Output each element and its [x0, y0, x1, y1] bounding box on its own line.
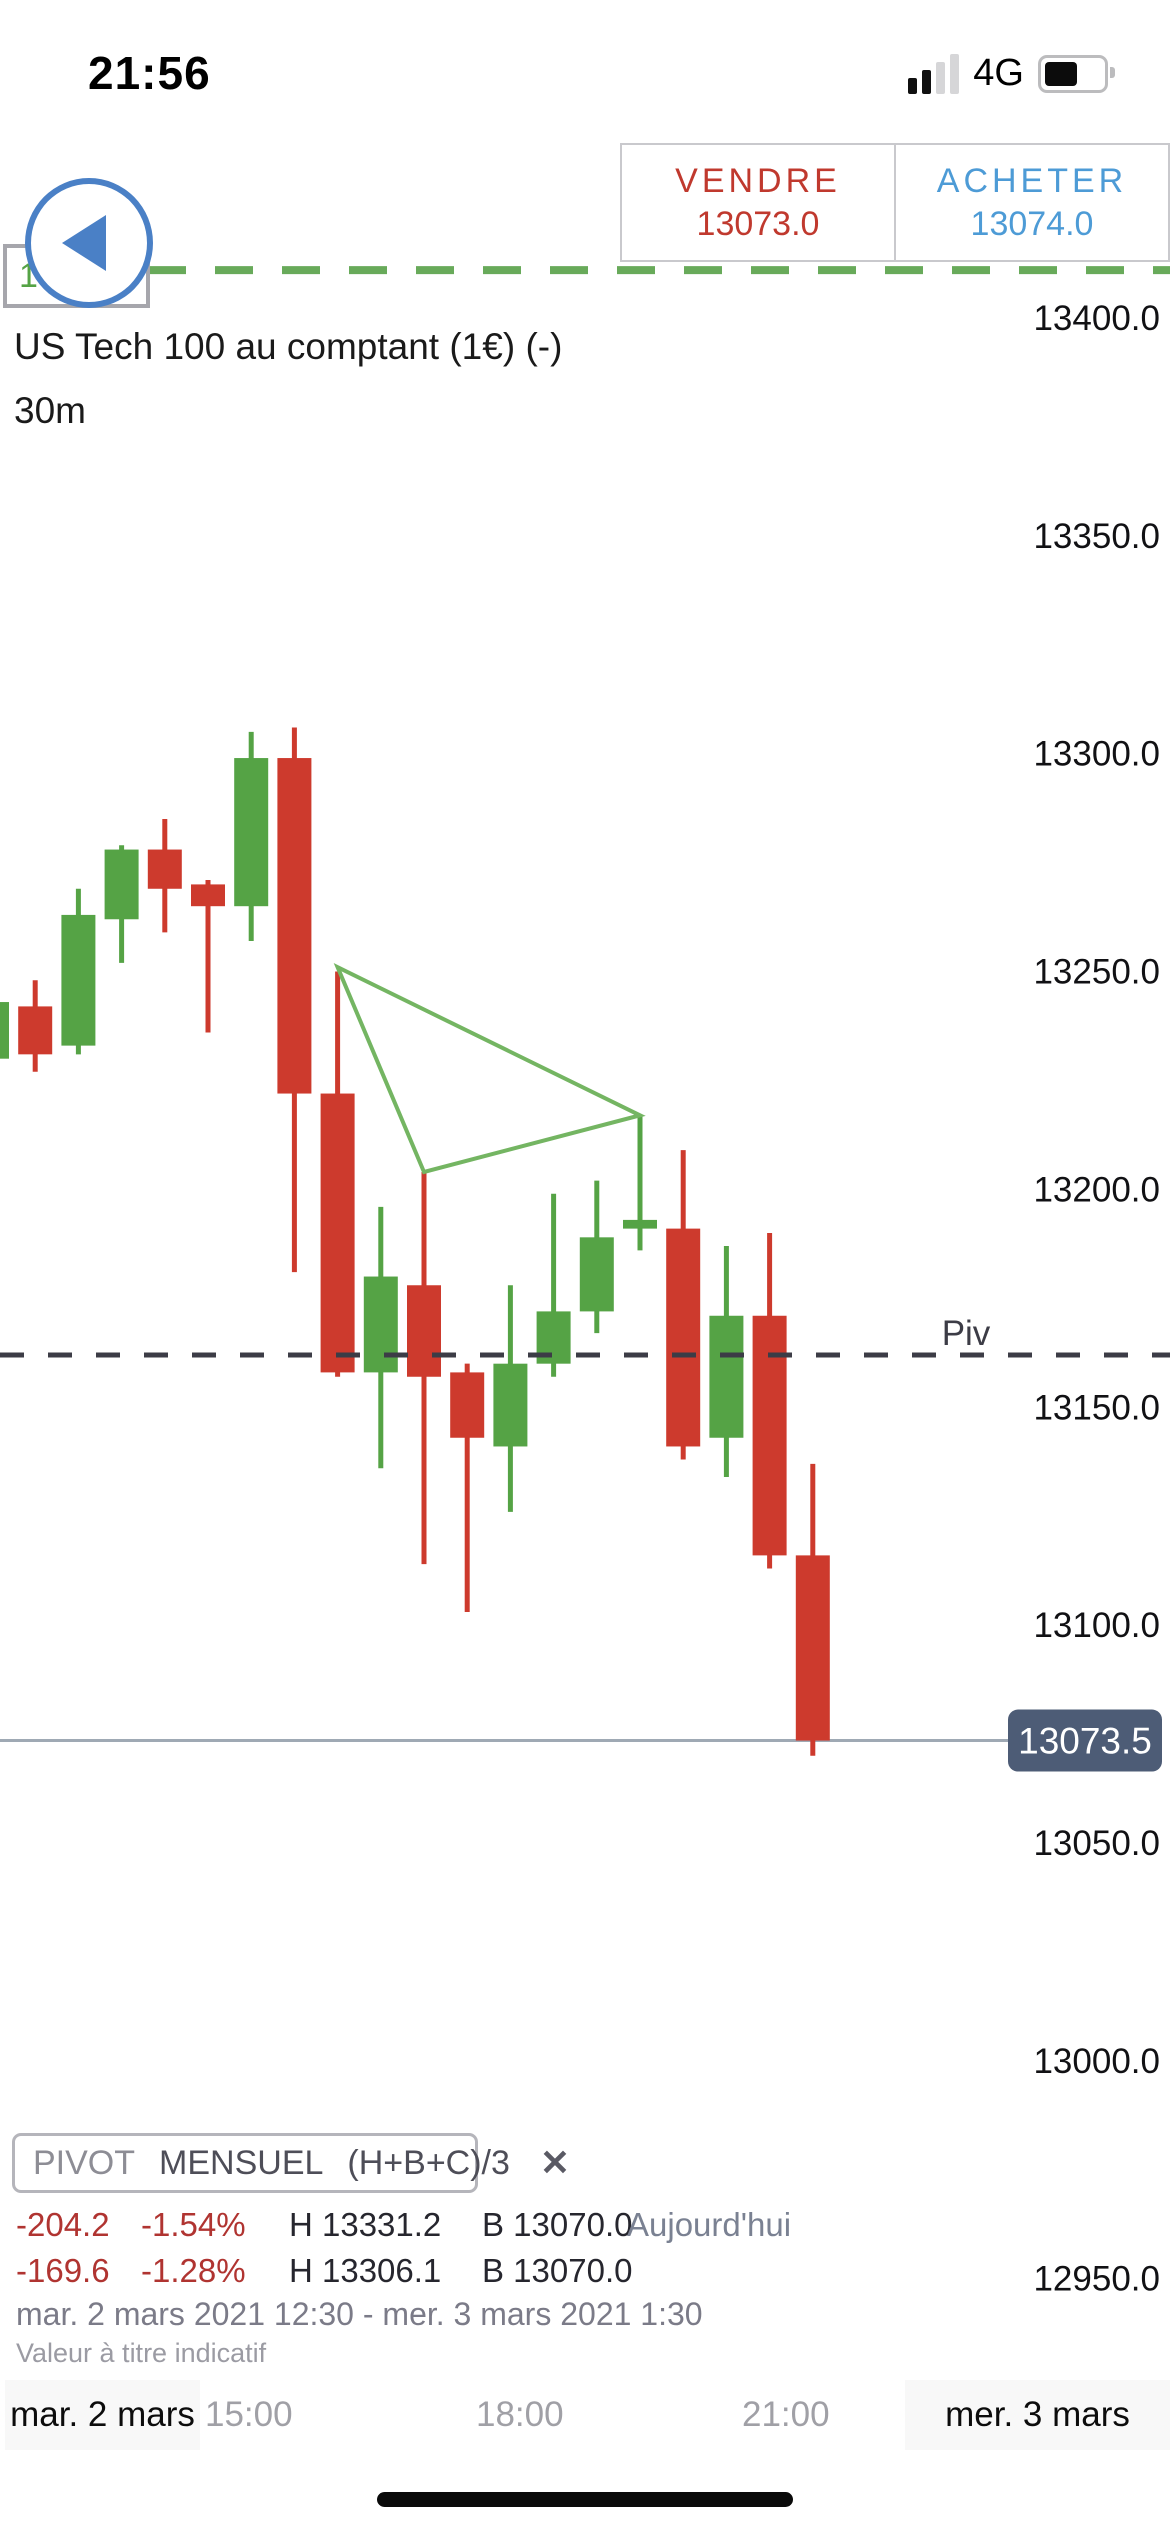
sell-button[interactable]: VENDRE 13073.0: [622, 145, 894, 260]
price-axis-label: 13350.0: [1033, 517, 1160, 556]
price-axis-label: 13050.0: [1033, 1824, 1160, 1863]
disclaimer-text: Valeur à titre indicatif: [16, 2338, 267, 2368]
candle-body: [191, 884, 225, 907]
price-axis-label: 13150.0: [1033, 1388, 1160, 1427]
date-range: mar. 2 mars 2021 12:30 - mer. 3 mars 202…: [16, 2296, 703, 2332]
pivot-line-label: Piv: [942, 1314, 991, 1353]
stats-row: -204.2 -1.54% H 13331.2 B 13070.0 Aujour…: [0, 2206, 1170, 2246]
price-axis-label: 12950.0: [1033, 2260, 1160, 2299]
battery-icon: [1038, 54, 1115, 93]
indicator-formula: (H+B+C)/3: [347, 2143, 510, 2182]
buy-button[interactable]: ACHETER 13074.0: [894, 145, 1168, 260]
candle-body: [579, 1237, 614, 1312]
chart-interval-label[interactable]: 30m: [14, 390, 86, 431]
buy-label: ACHETER: [936, 162, 1128, 200]
trade-buttons: VENDRE 13073.0 ACHETER 13074.0: [620, 143, 1170, 262]
current-price-value: 13073.5: [1018, 1721, 1152, 1762]
change-value: -169.6: [16, 2252, 110, 2289]
price-axis-label: 13400.0: [1033, 299, 1160, 338]
candle-body: [709, 1315, 744, 1438]
sell-label: VENDRE: [675, 162, 841, 200]
session-low: B 13070.0: [482, 2252, 633, 2289]
candle-body: [363, 1276, 398, 1373]
candle-body: [0, 1002, 9, 1059]
time-axis-label: 15:00: [205, 2395, 293, 2434]
time-axis-label: mar. 2 mars: [5, 2380, 200, 2450]
time-axis-label: mer. 3 mars: [905, 2380, 1170, 2450]
back-arrow-icon: [62, 215, 106, 271]
change-percent: -1.54%: [141, 2206, 246, 2243]
clock: 21:56: [88, 47, 211, 99]
candle-body: [61, 914, 96, 1046]
signal-strength-icon: [908, 53, 960, 94]
candle-body: [234, 758, 269, 907]
indicator-name-dim: PIVOT: [33, 2143, 136, 2182]
status-bar: 21:56 4G: [0, 0, 1170, 120]
session-high: H 13306.1: [289, 2252, 442, 2289]
price-axis-label: 13000.0: [1033, 2042, 1160, 2081]
back-button[interactable]: [25, 178, 153, 308]
change-percent: -1.28%: [141, 2252, 246, 2289]
time-axis: mar. 2 mars 15:00 18:00 21:00 mer. 3 mar…: [0, 2380, 1170, 2450]
price-axis-label: 13200.0: [1033, 1170, 1160, 1209]
change-value: -204.2: [16, 2206, 110, 2243]
candle-body: [493, 1363, 528, 1447]
period-label: Aujourd'hui: [627, 2206, 792, 2243]
price-axis-label: 13100.0: [1033, 1606, 1160, 1645]
instrument-title: US Tech 100 au comptant (1€) (-): [14, 326, 563, 367]
candle-body: [18, 1006, 53, 1055]
candle-body: [320, 1093, 355, 1373]
home-indicator[interactable]: [377, 2492, 793, 2507]
candle-body: [450, 1372, 485, 1438]
sell-price: 13073.0: [696, 204, 820, 243]
buy-price: 13074.0: [970, 204, 1094, 243]
current-price-tag: [1008, 1709, 1162, 1772]
candle-body: [277, 758, 312, 1094]
session-high: H 13331.2: [289, 2206, 442, 2243]
indicator-name: MENSUEL: [159, 2143, 324, 2182]
time-axis-label: 21:00: [742, 2395, 830, 2434]
network-type-label: 4G: [973, 52, 1024, 94]
session-low: B 13070.0: [482, 2206, 633, 2243]
candle-body: [147, 849, 182, 889]
close-icon[interactable]: ✕: [539, 2142, 571, 2183]
pivot-indicator-panel[interactable]: PIVOT MENSUEL (H+B+C)/3 ✕: [12, 2133, 570, 2193]
candle-body: [407, 1285, 441, 1377]
candle-body: [104, 849, 139, 920]
triangle-annotation[interactable]: [333, 963, 646, 1175]
stats-row: -169.6 -1.28% H 13306.1 B 13070.0: [0, 2252, 1170, 2292]
price-axis-label: 13300.0: [1033, 735, 1160, 774]
price-axis-label: 13250.0: [1033, 953, 1160, 992]
candle-body: [752, 1315, 787, 1556]
candle-body: [666, 1228, 701, 1447]
candle-body: [623, 1219, 657, 1229]
time-axis-label: 18:00: [476, 2395, 564, 2434]
candle-body: [795, 1555, 830, 1741]
